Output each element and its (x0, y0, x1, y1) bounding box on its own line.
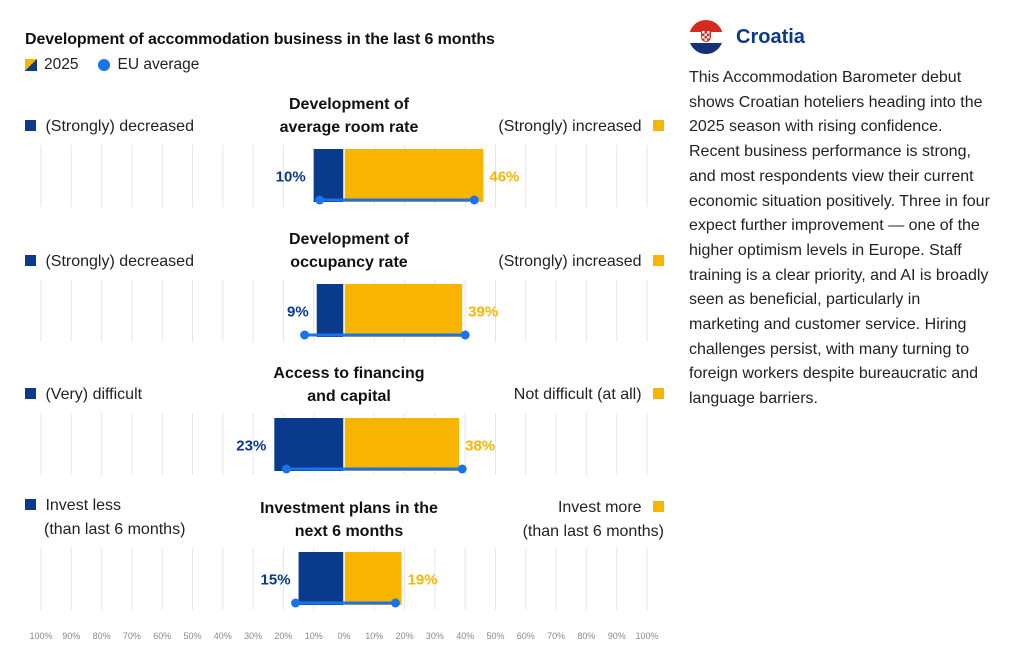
increase-square-icon (653, 387, 664, 399)
panel-2-title-line2: occupancy rate (290, 254, 408, 271)
x-tick-label: 80% (577, 631, 595, 641)
x-tick-label: 80% (93, 631, 111, 641)
x-tick-label: 90% (608, 631, 626, 641)
bar-increase (344, 552, 402, 605)
data-label-increase: 46% (489, 169, 519, 186)
panel-3-left-label: (Very) difficult (25, 383, 142, 407)
eu-average-point-increase (469, 195, 479, 205)
panel-4-right-label: Invest more (than last 6 months) (523, 496, 664, 544)
panel-3-left-text: (Very) difficult (45, 386, 143, 403)
decrease-square-icon (25, 498, 36, 510)
bar-decrease (313, 149, 344, 202)
data-label-decrease: 23% (236, 438, 266, 455)
panel-3-title: Access to financing and capital (249, 362, 449, 408)
x-tick-label: 100% (635, 631, 658, 641)
croatia-flag-icon (689, 20, 723, 54)
eu-average-point-decrease (315, 195, 325, 205)
data-label-increase: 39% (468, 304, 498, 321)
data-label-decrease: 10% (276, 169, 306, 186)
legend-eu-average-label: EU average (117, 56, 200, 73)
data-label-decrease: 9% (287, 304, 309, 321)
legend: 2025 EU average (25, 56, 199, 74)
panel-4-title: Investment plans in the next 6 months (249, 497, 449, 543)
x-tick-label: 60% (153, 631, 171, 641)
panel-1-title-line2: average room rate (279, 119, 419, 136)
country-description: This Accommodation Barometer debut shows… (689, 69, 990, 408)
legend-2025-swatch-icon (25, 59, 37, 71)
x-tick-label: 0% (337, 631, 350, 641)
panel-2-title: Development of occupancy rate (249, 228, 449, 274)
panel-1-title-line1: Development of (288, 96, 409, 113)
panel-4-right-text-line2: (than last 6 months) (522, 523, 664, 540)
x-tick-label: 40% (456, 631, 474, 641)
x-tick-label: 60% (517, 631, 535, 641)
x-tick-label: 90% (62, 631, 80, 641)
bar-increase (344, 418, 460, 471)
data-label-decrease: 15% (261, 572, 291, 589)
x-tick-label: 100% (29, 631, 52, 641)
eu-average-point-increase (460, 330, 470, 340)
panel-2-right-label: (Strongly) increased (498, 250, 664, 274)
panel-1-left-text: (Strongly) decreased (45, 118, 194, 135)
x-tick-label: 50% (183, 631, 201, 641)
x-tick-label: 50% (486, 631, 504, 641)
bar-decrease (274, 418, 344, 471)
panel-4-title-line1: Investment plans in the (260, 500, 438, 517)
increase-square-icon (653, 119, 664, 131)
legend-eu-average-dot-icon (98, 59, 111, 71)
bar-increase (344, 149, 484, 202)
panel-4-left-text-line1: Invest less (45, 497, 122, 514)
x-tick-label: 10% (305, 631, 323, 641)
panel-2-title-line1: Development of (288, 231, 409, 248)
data-label-increase: 38% (465, 438, 495, 455)
legend-2025-label: 2025 (44, 56, 79, 73)
bar-increase (344, 284, 463, 337)
panel-1-right-label: (Strongly) increased (498, 115, 664, 139)
x-tick-label: 20% (396, 631, 414, 641)
panel-4-right-text-line1: Invest more (557, 499, 642, 516)
country-name: Croatia (736, 25, 805, 48)
chart-title: Development of accommodation business in… (25, 31, 495, 48)
panel-1-left-label: (Strongly) decreased (25, 115, 194, 139)
panel-4-title-line2: next 6 months (294, 523, 404, 540)
x-tick-label: 40% (214, 631, 232, 641)
panel-3-title-line2: and capital (307, 388, 391, 405)
decrease-square-icon (25, 254, 36, 266)
x-tick-label: 10% (365, 631, 383, 641)
panel-1-right-text: (Strongly) increased (498, 118, 642, 135)
eu-average-point-decrease (300, 330, 310, 340)
diverging-bar-chart: 10% 46% 9% 39% 23% 38% 15% 19% 100% 90% 80% 70% 60% 5… (29, 145, 659, 641)
eu-average-point-increase (457, 464, 467, 474)
x-tick-label: 70% (547, 631, 565, 641)
panel-1-title: Development of average room rate (249, 93, 449, 139)
panel-4-left-text-line2: (than last 6 months) (44, 521, 186, 538)
panel-2-right-text: (Strongly) increased (498, 253, 642, 270)
country-header: Croatia (689, 20, 805, 54)
panel-4-left-label: Invest less (than last 6 months) (25, 494, 185, 542)
panel-3-right-label: Not difficult (at all) (514, 383, 664, 407)
x-tick-label: 30% (426, 631, 444, 641)
increase-square-icon (653, 500, 664, 512)
eu-average-point-decrease (281, 464, 291, 474)
panel-2-left-label: (Strongly) decreased (25, 250, 194, 274)
panel-3-title-line1: Access to financing (273, 365, 425, 382)
panel-3-right-text: Not difficult (at all) (513, 386, 642, 403)
increase-square-icon (653, 254, 664, 266)
data-label-increase: 19% (408, 572, 438, 589)
decrease-square-icon (25, 119, 36, 131)
x-tick-label: 30% (244, 631, 262, 641)
x-tick-label: 20% (274, 631, 292, 641)
bar-decrease (298, 552, 344, 605)
eu-average-point-increase (391, 598, 401, 608)
panel-2-left-text: (Strongly) decreased (45, 253, 194, 270)
eu-average-point-decrease (291, 598, 301, 608)
x-tick-label: 70% (123, 631, 141, 641)
bar-decrease (316, 284, 344, 337)
decrease-square-icon (25, 387, 36, 399)
